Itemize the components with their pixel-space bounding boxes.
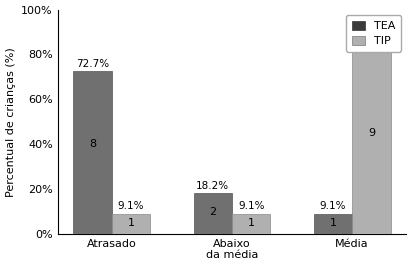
Text: 8: 8 xyxy=(89,139,96,149)
Text: 1: 1 xyxy=(128,218,135,228)
Text: 9.1%: 9.1% xyxy=(118,201,144,211)
Bar xyxy=(232,214,270,234)
Text: 9.1%: 9.1% xyxy=(238,201,265,211)
Text: 9: 9 xyxy=(368,128,375,138)
Text: 18.2%: 18.2% xyxy=(196,181,229,191)
Text: 1: 1 xyxy=(248,218,255,228)
Y-axis label: Percentual de crianças (%): Percentual de crianças (%) xyxy=(5,47,16,197)
Text: 72.7%: 72.7% xyxy=(76,59,109,69)
Text: 2: 2 xyxy=(209,206,216,217)
Bar xyxy=(73,71,112,234)
Bar xyxy=(314,214,352,234)
Bar xyxy=(112,214,150,234)
Bar xyxy=(194,193,232,234)
Legend: TEA, TIP: TEA, TIP xyxy=(346,15,401,52)
Text: 9.1%: 9.1% xyxy=(320,201,346,211)
Text: 1: 1 xyxy=(330,218,337,228)
Bar xyxy=(352,50,391,234)
Text: 81.8%: 81.8% xyxy=(355,38,388,48)
